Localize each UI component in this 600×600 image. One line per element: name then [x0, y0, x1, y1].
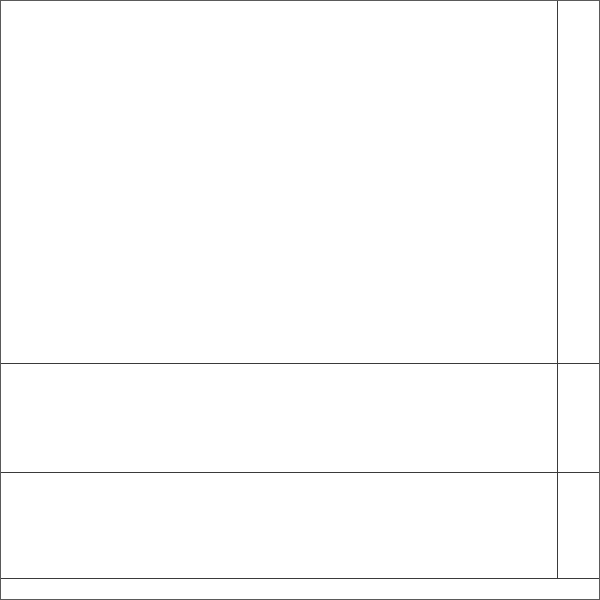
panel-divider-rsi[interactable]	[0, 472, 600, 473]
time-axis-divider	[0, 578, 600, 579]
rsi-indicator-label	[4, 476, 12, 488]
macd-indicator-label	[4, 366, 16, 378]
price-axis-divider	[557, 0, 558, 579]
panel-divider-macd[interactable]	[0, 363, 600, 364]
chart-title	[4, 3, 29, 15]
